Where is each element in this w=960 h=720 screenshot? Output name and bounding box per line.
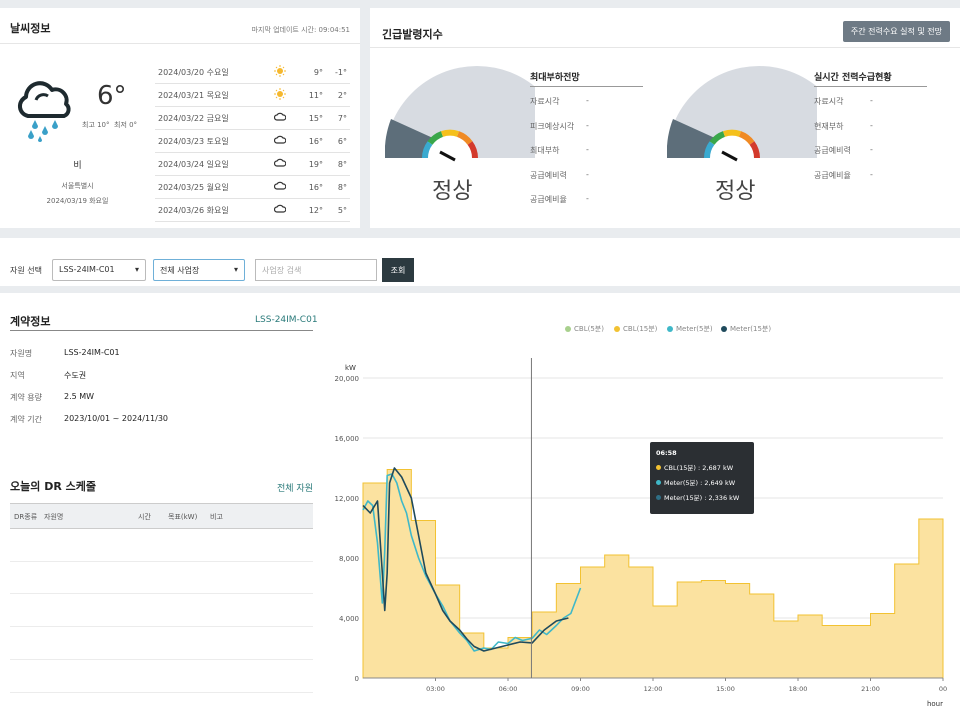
x-tick-label: 09:00 [571, 685, 590, 693]
gauge-1-info-title: 최대부하전망 [530, 73, 580, 83]
dr-schedule-title: 오늘의 DR 스케줄 [10, 480, 96, 493]
chevron-down-icon: ▾ [134, 265, 139, 274]
resource-select[interactable]: LSS-24IM-C01 ▾ [52, 259, 146, 281]
weekly-demand-button[interactable]: 주간 전력수요 실적 및 전망 [842, 21, 950, 42]
gauge-2-info-title: 실시간 전력수급현황 [814, 73, 892, 83]
forecast-row: 2024/03/21 목요일 11° 2° [155, 84, 350, 107]
dr-col-target: 목표(kW) [168, 513, 198, 521]
x-tick-label: 15:00 [716, 685, 735, 693]
gauge-1-info-row: 공급예비율 - [530, 194, 589, 204]
sun-icon [274, 65, 286, 77]
contract-title: 계약정보 [10, 315, 51, 328]
contract-row: 자원명 LSS-24IM-C01 [10, 348, 120, 358]
emergency-title: 긴급발령지수 [382, 28, 443, 41]
x-tick-label: 21:00 [861, 685, 880, 693]
weather-condition: 비 [73, 161, 82, 171]
tooltip-meter5: Meter(5분) : 2,649 kW [664, 479, 736, 487]
business-search-input[interactable] [255, 259, 377, 281]
gauge-1-info-row: 공급예비력 - [530, 169, 589, 180]
x-tick-label: 12:00 [644, 685, 663, 693]
cloud-icon [273, 135, 287, 144]
forecast-row: 2024/03/22 금요일 15° 7° [155, 107, 350, 130]
forecast-row: 2024/03/26 화요일 12° 5° [155, 199, 350, 222]
x-tick-label: 00 [939, 685, 947, 693]
y-tick-label: 0 [355, 675, 359, 683]
gauge-2-status: 정상 [715, 179, 756, 204]
sun-icon [274, 88, 286, 100]
legend-meter5[interactable]: Meter(5분) [667, 324, 713, 334]
series-cbl15-area [362, 469, 944, 679]
gauge-2-info-row: 공급예비력 - [814, 145, 873, 155]
low-temperature: 최저 0° [114, 121, 138, 129]
dr-col-type: DR종류 [14, 513, 38, 521]
gauge-1-status: 정상 [432, 179, 473, 204]
business-select-value: 전체 사업장 [160, 266, 200, 275]
gauge-1-info-row: 자료시각 - [530, 96, 589, 106]
gauge-1 [385, 66, 535, 166]
x-tick-label: 03:00 [426, 685, 445, 693]
legend-cbl15[interactable]: CBL(15분) [614, 324, 657, 334]
all-resources-link[interactable]: 전체 자원 [277, 484, 313, 494]
gauge-2 [667, 66, 817, 166]
dr-table-header: DR종류 자원명 시간 목표(kW) 비고 [10, 503, 313, 529]
weather-date: 2024/03/19 화요일 [46, 197, 109, 205]
x-tick-label: 18:00 [789, 685, 808, 693]
current-temperature: 6° [97, 81, 127, 111]
cloud-icon [273, 181, 287, 190]
dr-col-resource: 자원명 [44, 513, 64, 521]
business-select[interactable]: 전체 사업장 ▾ [153, 259, 245, 281]
y-tick-label: 20,000 [335, 375, 360, 383]
tooltip-cbl15: CBL(15분) : 2,687 kW [664, 464, 734, 472]
y-tick-label: 16,000 [335, 435, 360, 443]
series-meter15-line [362, 467, 569, 652]
weather-title: 날씨정보 [10, 22, 51, 35]
tooltip-meter15: Meter(15분) : 2,336 kW [664, 494, 740, 502]
forecast-row: 2024/03/24 일요일 19° 8° [155, 153, 350, 176]
y-axis-label: kW [345, 364, 356, 372]
resource-select-value: LSS-24IM-C01 [59, 265, 115, 274]
forecast-row: 2024/03/20 수요일 9° -1° [155, 61, 350, 84]
contract-row: 지역 수도권 [10, 371, 87, 380]
load-chart[interactable]: 0 4,000 8,000 12,000 16,000 20,000 kW 03:00 06:0… [330, 343, 955, 713]
contract-row: 계약 기간 2023/10/01 ~ 2024/11/30 [10, 414, 169, 424]
emergency-panel: 긴급발령지수 주간 전력수요 실적 및 전망 정상 최대부하전망 자료시각 - 피크… [370, 8, 960, 228]
resource-select-label: 자원 선택 [10, 266, 42, 275]
contract-row: 계약 용량 2.5 MW [10, 392, 95, 402]
dr-col-time: 시간 [138, 513, 151, 521]
high-temperature: 최고 10° [82, 121, 110, 129]
legend-cbl5[interactable]: CBL(5분) [565, 324, 604, 334]
gauge-2-info-row: 현재부하 - [814, 120, 873, 131]
weather-panel: 날씨정보 마지막 업데이트 시간: 09:04:51 6° 최고 10° 최저 … [0, 8, 360, 228]
cloud-icon [273, 158, 287, 167]
weather-location: 서울특별시 [61, 182, 94, 190]
gauge-2-info-row: 공급예비율 - [814, 169, 873, 180]
gauge-1-info-row: 피크예상시각 - [530, 120, 589, 131]
contract-code: LSS-24IM-C01 [255, 315, 318, 325]
y-tick-label: 4,000 [339, 615, 359, 623]
x-tick-label: 06:00 [499, 685, 518, 693]
rain-cloud-icon [17, 81, 71, 142]
forecast-row: 2024/03/25 월요일 16° 8° [155, 176, 350, 199]
chevron-down-icon: ▾ [233, 265, 238, 274]
search-button[interactable]: 조회 [382, 258, 414, 282]
y-tick-label: 8,000 [339, 555, 359, 563]
chart-tooltip: 06:58 CBL(15분) : 2,687 kW Meter(5분) : 2,… [650, 442, 754, 514]
forecast-row: 2024/03/23 토요일 16° 6° [155, 130, 350, 153]
dr-col-note: 비고 [210, 513, 223, 521]
gauge-2-info-row: 자료시각 - [814, 96, 873, 106]
y-tick-label: 12,000 [335, 495, 360, 503]
x-axis-label: hour [927, 700, 943, 708]
filter-bar: 자원 선택 LSS-24IM-C01 ▾ 전체 사업장 ▾ 조회 [0, 238, 960, 286]
weather-updated-time: 마지막 업데이트 시간: 09:04:51 [251, 26, 350, 34]
cloud-icon [273, 204, 287, 213]
legend-meter15[interactable]: Meter(15분) [721, 324, 771, 334]
tooltip-time: 06:58 [656, 449, 677, 457]
gauge-1-info-row: 최대부하 - [530, 145, 589, 155]
cloud-icon [273, 112, 287, 121]
